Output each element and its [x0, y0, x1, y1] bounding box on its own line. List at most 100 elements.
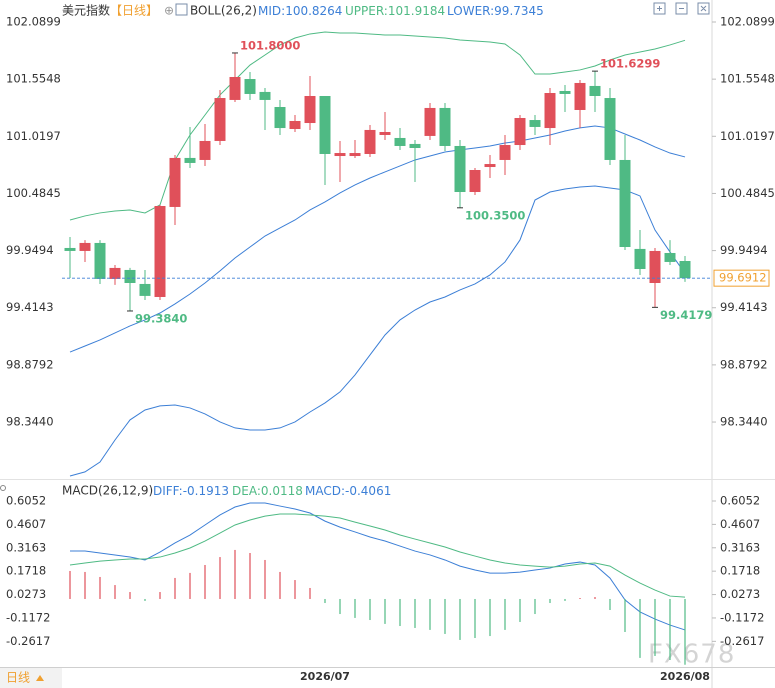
candle-body	[499, 145, 511, 160]
legend-name: DIFF:	[153, 484, 183, 498]
candle-body	[139, 283, 151, 296]
indicator-line	[70, 502, 686, 631]
legend-entry: MID:100.8264	[258, 4, 342, 18]
candle-body	[244, 79, 256, 94]
candle-body	[319, 95, 331, 154]
candle-body	[469, 170, 481, 193]
macd-title: MACD(26,12,9)	[62, 484, 153, 498]
icon-glyph	[657, 5, 707, 12]
period-button[interactable]	[0, 668, 62, 688]
legend-value: -0.4061	[345, 484, 391, 498]
legend-value: 99.7345	[494, 4, 544, 18]
candle-body	[259, 91, 271, 100]
y-tick-label-right: 101.5548	[720, 72, 775, 86]
candle-body	[184, 157, 196, 163]
candle-body	[274, 106, 286, 129]
candle-body	[169, 157, 181, 207]
indicator-title: BOLL(26,2)	[190, 4, 257, 18]
candle-body	[439, 107, 451, 146]
watermark: FX678	[648, 640, 735, 670]
candle-body	[124, 269, 136, 283]
legend-value: 100.8264	[285, 4, 342, 18]
y-tick-label-right: 98.8792	[720, 357, 768, 371]
x-tick-label: 2026/07	[300, 670, 350, 683]
y-tick-label-right: 99.4143	[720, 300, 768, 314]
candle-body	[409, 143, 421, 149]
legend-entry: UPPER:101.9184	[345, 4, 445, 18]
annotation-label: 99.4179	[660, 308, 712, 322]
candle-body	[424, 107, 436, 136]
candle-body	[649, 250, 661, 283]
candle-body	[109, 267, 121, 279]
icon[interactable]	[653, 2, 666, 15]
y-tick-label-left: 101.0197	[6, 129, 61, 143]
y-tick-label-right: 99.9494	[720, 243, 768, 257]
y-tick-label-left: 99.4143	[6, 300, 54, 314]
candle-body	[544, 93, 556, 129]
annotation-label: 100.3500	[465, 208, 525, 222]
candle-body	[289, 120, 301, 129]
legend-entry: DIFF:-0.1913	[153, 484, 229, 498]
candle-body	[304, 95, 316, 124]
y-tick-label-right: 0.4607	[720, 517, 760, 531]
y-tick-label-left: 98.8792	[6, 357, 54, 371]
candle-body	[229, 76, 241, 100]
annotation-label: 99.3840	[135, 311, 187, 325]
icon[interactable]	[675, 2, 688, 15]
candle-body	[529, 120, 541, 127]
plot-area	[69, 502, 686, 665]
candle-body	[154, 205, 166, 297]
y-tick-label-left: -0.1172	[6, 610, 50, 624]
candle-body	[634, 248, 646, 270]
legend-value: 101.9184	[388, 4, 445, 18]
legend-name: LOWER:	[447, 4, 494, 18]
y-tick-label-left: 99.9494	[6, 243, 54, 257]
toolbar-icons[interactable]	[653, 2, 710, 15]
y-tick-label-left: 102.0899	[6, 15, 61, 29]
add-icon[interactable]: ⊕	[164, 4, 174, 18]
symbol-title: 美元指数	[62, 3, 110, 18]
indicator-line	[69, 185, 686, 477]
candle-body	[454, 145, 466, 193]
macd-icon[interactable]	[0, 485, 6, 491]
y-tick-label-right: 101.0197	[720, 129, 775, 143]
candle-body	[484, 164, 496, 168]
y-tick-label-right: 0.0273	[720, 587, 760, 601]
y-tick-label-right: 102.0899	[720, 15, 775, 29]
candle-body	[604, 98, 616, 160]
y-tick-label-left: 101.5548	[6, 72, 61, 86]
y-tick-label-right: 98.3440	[720, 415, 768, 429]
x-tick-label: 2026/08	[660, 670, 710, 683]
candle-body	[79, 242, 91, 251]
candle-body	[589, 85, 601, 96]
indicator-line	[69, 125, 686, 353]
annotation-label: 101.8000	[240, 38, 300, 52]
candle-body	[574, 82, 586, 110]
boll-icon[interactable]	[175, 3, 188, 16]
candle-body	[394, 137, 406, 146]
legend-name: MID:	[258, 4, 285, 18]
y-tick-label-left: 0.4607	[6, 517, 46, 531]
candle-body	[514, 117, 526, 146]
candle-body	[559, 90, 571, 94]
candle-body	[64, 247, 76, 251]
candle-body	[664, 252, 676, 262]
candle-body	[349, 153, 361, 157]
legend-name: MACD:	[305, 484, 345, 498]
candle-body	[619, 159, 631, 248]
y-tick-label-left: 0.3163	[6, 540, 46, 554]
candle-body	[364, 129, 376, 154]
y-tick-label-right: 0.6052	[720, 494, 760, 508]
y-tick-label-right: 0.3163	[720, 540, 760, 554]
period-label[interactable]: 【日线】	[110, 4, 158, 18]
icon[interactable]	[697, 2, 710, 15]
y-tick-label-right: 100.4845	[720, 186, 775, 200]
legend-name: DEA:	[232, 484, 261, 498]
legend-name: UPPER:	[345, 4, 388, 18]
y-tick-label-left: 0.6052	[6, 494, 46, 508]
period-button-label[interactable]: 日线	[6, 671, 30, 685]
period-button-arrow	[36, 675, 44, 681]
y-tick-label-left: 0.1718	[6, 564, 46, 578]
y-tick-label-left: 100.4845	[6, 186, 61, 200]
